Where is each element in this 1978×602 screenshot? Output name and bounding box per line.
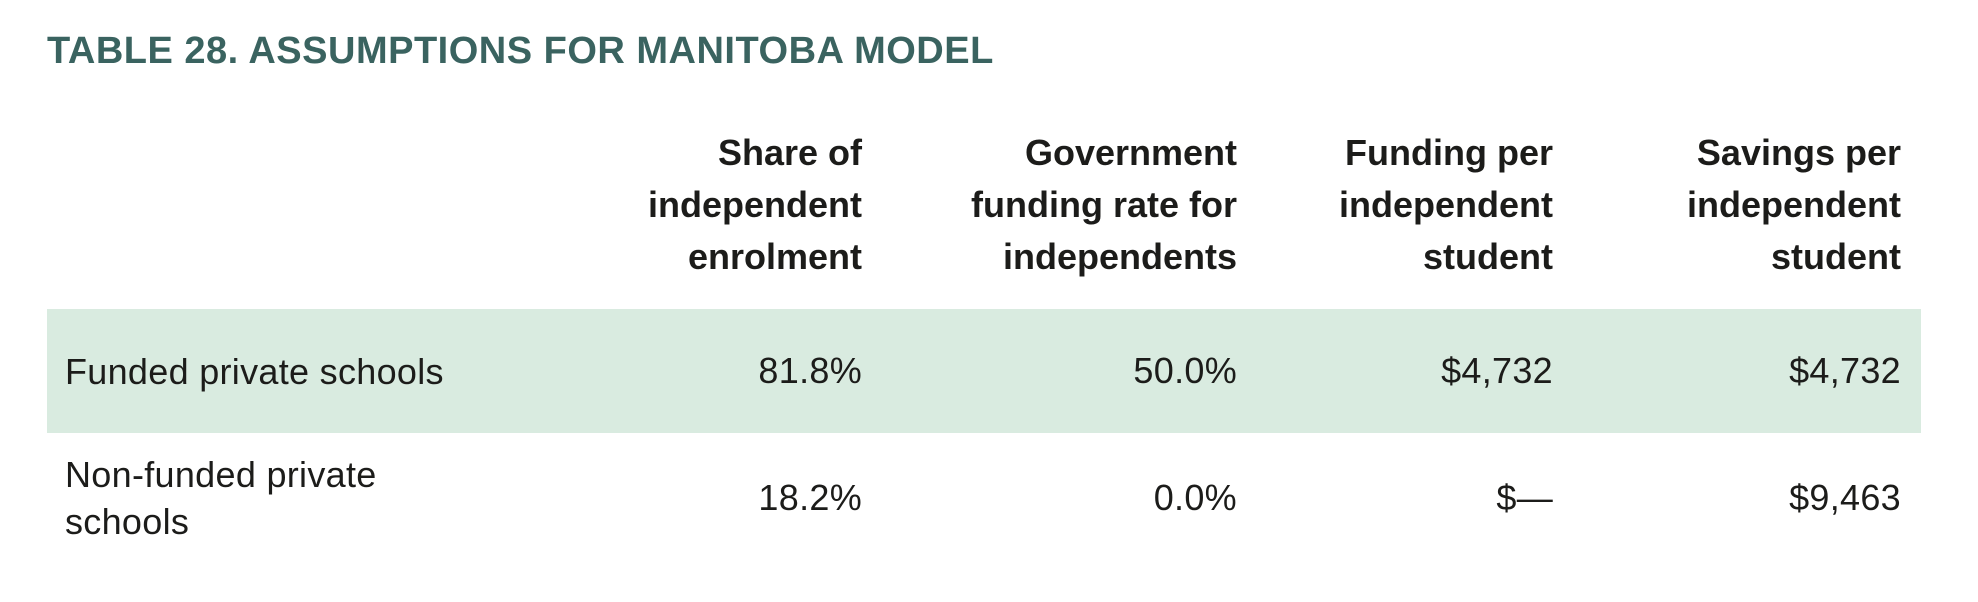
cell-funding-rate: 50.0% — [882, 309, 1257, 433]
cell-share-of-enrolment: 81.8% — [487, 309, 882, 433]
table-row-funded-private-schools: Funded private schools 81.8% 50.0% $4,73… — [47, 309, 1921, 433]
assumptions-table: Share of independent enrolment Governmen… — [47, 127, 1921, 563]
table-row-nonfunded-private-schools: Non-funded private schools 18.2% 0.0% $—… — [47, 433, 1921, 563]
header-line: Share of — [717, 132, 862, 173]
column-header-funding-rate: Government funding rate for independents — [882, 127, 1257, 309]
header-line: independent — [648, 184, 862, 225]
column-header-funding-per-student: Funding per independent student — [1257, 127, 1573, 309]
table-body: Funded private schools 81.8% 50.0% $4,73… — [47, 309, 1921, 563]
cell-savings-per-student: $9,463 — [1789, 477, 1901, 518]
header-line: student — [1771, 236, 1901, 277]
header-line: Savings per — [1696, 132, 1901, 173]
table-title: TABLE 28. ASSUMPTIONS FOR MANITOBA MODEL — [47, 30, 994, 72]
cell-funding-rate: 0.0% — [1153, 477, 1237, 518]
header-line: funding rate for — [971, 184, 1237, 225]
header-line: Funding per — [1345, 132, 1553, 173]
cell-share-of-enrolment: 18.2% — [758, 477, 862, 518]
cell-funding-per-student: $4,732 — [1257, 309, 1573, 433]
header-line: enrolment — [687, 236, 862, 277]
column-header-row-label — [47, 127, 487, 309]
header-line: independent — [1687, 184, 1901, 225]
row-label: Funded private schools — [65, 350, 444, 392]
column-header-share-of-enrolment: Share of independent enrolment — [487, 127, 882, 309]
row-label-cell: Funded private schools — [47, 309, 487, 433]
header-line: independents — [1002, 236, 1237, 277]
header-line: independent — [1339, 184, 1553, 225]
cell-funding-per-student: $— — [1496, 477, 1553, 518]
cell-savings-per-student: $4,732 — [1573, 309, 1921, 433]
row-label-cell: Non-funded private schools — [47, 433, 487, 563]
row-label: Non-funded private schools — [65, 454, 377, 542]
header-row: Share of independent enrolment Governmen… — [47, 127, 1921, 309]
column-header-savings-per-student: Savings per independent student — [1573, 127, 1921, 309]
document-page: TABLE 28. ASSUMPTIONS FOR MANITOBA MODEL… — [47, 30, 1921, 563]
table-header: Share of independent enrolment Governmen… — [47, 127, 1921, 309]
header-line: student — [1423, 236, 1553, 277]
header-line: Government — [1024, 132, 1237, 173]
